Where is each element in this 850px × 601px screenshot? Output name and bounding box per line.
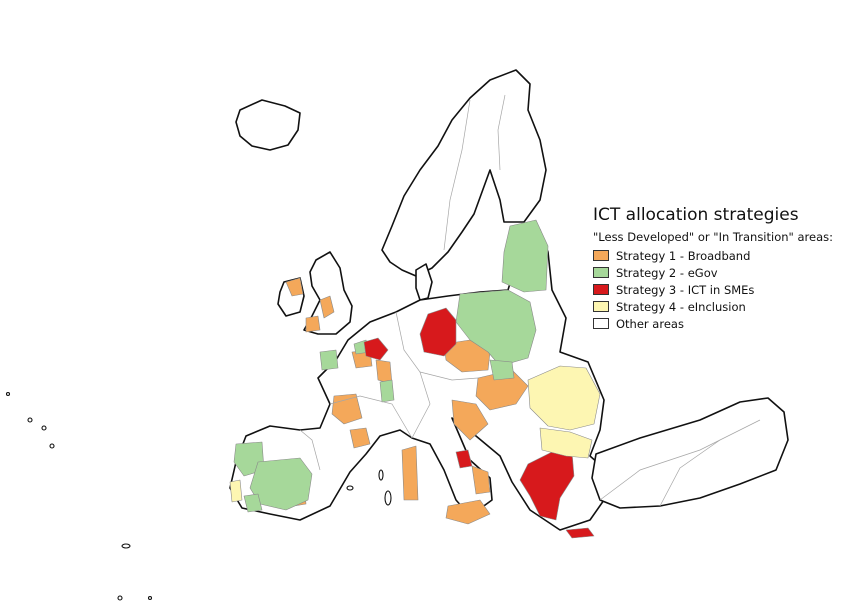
legend-label: Strategy 2 - eGov — [616, 265, 718, 280]
island — [121, 543, 131, 549]
scandinavia — [381, 69, 547, 277]
region-broadband — [445, 499, 491, 525]
region-ict-smes — [455, 449, 473, 469]
region-einclusion — [527, 365, 601, 431]
legend-label: Strategy 3 - ICT in SMEs — [616, 282, 755, 297]
island — [117, 595, 123, 601]
island — [384, 490, 392, 506]
region-einclusion — [539, 427, 593, 459]
legend-label: Other areas — [616, 316, 684, 331]
legend-swatch — [593, 318, 609, 329]
map-legend: ICT allocation strategies "Less Develope… — [593, 205, 843, 332]
region-broadband — [285, 277, 304, 297]
legend-title: ICT allocation strategies — [593, 205, 799, 225]
region-broadband — [401, 445, 419, 501]
island — [147, 595, 153, 601]
region-broadband — [305, 315, 321, 333]
iceland — [235, 99, 301, 151]
region-einclusion — [229, 479, 243, 503]
region-broadband — [349, 427, 371, 449]
legend-item-einclusion: Strategy 4 - eInclusion — [593, 298, 843, 315]
island — [378, 469, 384, 481]
legend-label: Strategy 4 - eInclusion — [616, 299, 746, 314]
region-ict-smes — [565, 527, 595, 539]
region-egov — [501, 219, 549, 293]
legend-item-ict-smes: Strategy 3 - ICT in SMEs — [593, 281, 843, 298]
legend-item-egov: Strategy 2 - eGov — [593, 264, 843, 281]
region-egov — [489, 359, 515, 381]
region-egov — [249, 457, 313, 511]
legend-swatch — [593, 284, 609, 295]
denmark — [415, 263, 433, 301]
legend-swatch — [593, 250, 609, 261]
region-egov — [243, 493, 263, 513]
region-ict-smes — [363, 337, 389, 361]
island — [5, 391, 11, 397]
great-britain — [303, 251, 353, 335]
region-egov — [319, 349, 339, 371]
legend-item-broadband: Strategy 1 - Broadband — [593, 247, 843, 264]
legend-item-other: Other areas — [593, 315, 843, 332]
region-egov — [379, 379, 395, 403]
region-broadband — [319, 295, 335, 319]
island — [49, 443, 55, 449]
legend-label: Strategy 1 - Broadband — [616, 248, 751, 263]
island — [41, 425, 47, 431]
region-egov — [455, 289, 537, 367]
region-ict-smes — [419, 307, 457, 357]
region-broadband — [451, 399, 489, 441]
legend-swatch — [593, 301, 609, 312]
island — [27, 417, 33, 423]
legend-subtitle: "Less Developed" or "In Transition" area… — [593, 230, 833, 244]
island — [346, 485, 354, 491]
legend-swatch — [593, 267, 609, 278]
region-broadband — [471, 465, 491, 495]
